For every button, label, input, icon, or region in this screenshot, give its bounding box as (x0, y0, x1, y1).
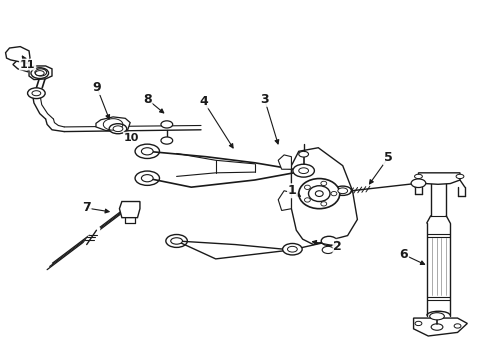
Ellipse shape (304, 185, 310, 189)
Ellipse shape (161, 121, 172, 128)
Text: 9: 9 (93, 81, 101, 94)
Polygon shape (120, 202, 140, 218)
Text: 10: 10 (124, 133, 139, 143)
Ellipse shape (171, 238, 182, 244)
Ellipse shape (322, 246, 334, 253)
Ellipse shape (135, 144, 159, 158)
Polygon shape (96, 117, 130, 131)
Ellipse shape (27, 88, 45, 99)
Ellipse shape (338, 188, 347, 194)
Ellipse shape (411, 179, 426, 188)
Ellipse shape (113, 126, 123, 132)
Ellipse shape (288, 246, 297, 252)
Ellipse shape (35, 71, 44, 76)
Ellipse shape (430, 313, 444, 320)
Text: 11: 11 (20, 59, 35, 69)
Ellipse shape (299, 179, 340, 209)
Ellipse shape (456, 174, 464, 179)
Text: 5: 5 (384, 151, 392, 164)
Ellipse shape (142, 148, 153, 155)
Text: 8: 8 (143, 93, 151, 106)
Ellipse shape (334, 186, 351, 195)
Ellipse shape (299, 168, 309, 174)
Polygon shape (292, 148, 357, 244)
Ellipse shape (135, 171, 159, 185)
Polygon shape (414, 318, 467, 336)
Ellipse shape (321, 202, 327, 206)
Polygon shape (5, 46, 30, 63)
Text: 2: 2 (334, 240, 342, 253)
Ellipse shape (321, 236, 337, 246)
Polygon shape (278, 155, 292, 169)
Ellipse shape (109, 124, 127, 134)
Polygon shape (418, 173, 460, 184)
Ellipse shape (454, 324, 461, 328)
Ellipse shape (32, 91, 41, 96)
Ellipse shape (431, 324, 443, 330)
Ellipse shape (35, 69, 47, 76)
Ellipse shape (309, 186, 330, 202)
Ellipse shape (31, 68, 49, 78)
Text: 4: 4 (199, 95, 208, 108)
Text: 6: 6 (399, 248, 408, 261)
Polygon shape (29, 66, 52, 80)
Polygon shape (13, 60, 29, 72)
Ellipse shape (161, 137, 172, 144)
Ellipse shape (331, 192, 337, 196)
Text: 1: 1 (288, 184, 297, 197)
Ellipse shape (415, 174, 422, 179)
Ellipse shape (293, 164, 315, 177)
Text: 7: 7 (82, 202, 91, 215)
Polygon shape (278, 191, 292, 211)
Ellipse shape (142, 175, 153, 182)
Ellipse shape (283, 243, 302, 255)
Ellipse shape (166, 234, 187, 247)
Text: 3: 3 (260, 93, 269, 106)
Ellipse shape (316, 191, 323, 197)
Ellipse shape (321, 181, 327, 185)
Ellipse shape (304, 198, 310, 202)
Ellipse shape (299, 151, 309, 157)
Ellipse shape (415, 321, 422, 325)
